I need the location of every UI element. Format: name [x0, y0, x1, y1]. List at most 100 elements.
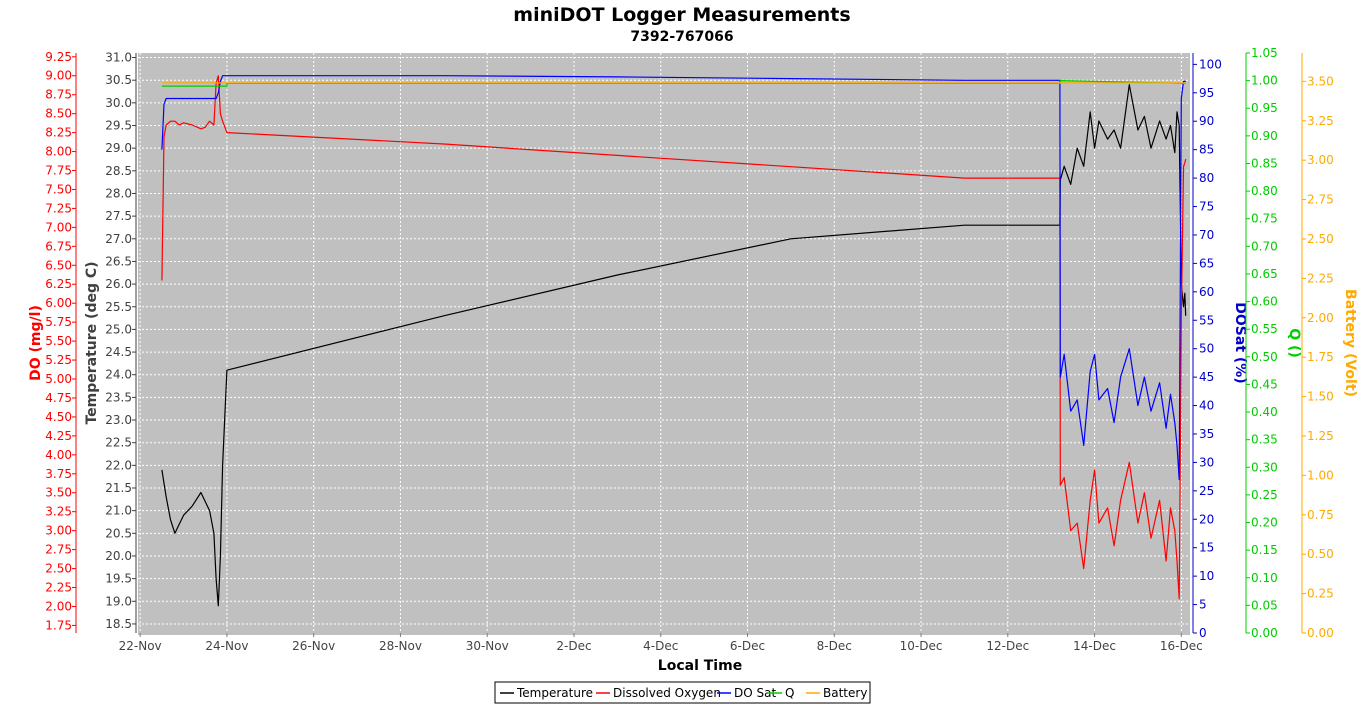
- do-tick-label: 6.00: [45, 296, 72, 310]
- dosat-tick-label: 15: [1199, 541, 1214, 555]
- battery-tick-label: 3.25: [1307, 114, 1334, 128]
- battery-tick-label: 0.50: [1307, 547, 1334, 561]
- battery-tick-label: 2.25: [1307, 271, 1334, 285]
- dosat-tick-label: 80: [1199, 171, 1214, 185]
- x-tick-label: 4-Dec: [643, 639, 678, 653]
- temp-tick-label: 20.5: [105, 526, 132, 540]
- temp-tick-label: 31.0: [105, 51, 132, 65]
- temp-tick-label: 30.5: [105, 73, 132, 87]
- series-line-do-sat: [161, 75, 1186, 481]
- dosat-tick-label: 55: [1199, 313, 1214, 327]
- temp-tick-label: 23.0: [105, 413, 132, 427]
- q-tick-label: 0.45: [1251, 377, 1278, 391]
- x-tick-label: 26-Nov: [292, 639, 335, 653]
- grid: [138, 53, 1190, 633]
- temp-axis-title: Temperature (deg C): [84, 261, 100, 424]
- q-tick-label: 0.30: [1251, 460, 1278, 474]
- do-tick-label: 2.75: [45, 543, 72, 557]
- dosat-tick-label: 0: [1199, 626, 1207, 640]
- temp-tick-label: 18.5: [105, 617, 132, 631]
- x-tick-label: 12-Dec: [986, 639, 1029, 653]
- dosat-tick-label: 45: [1199, 370, 1214, 384]
- do-tick-label: 7.75: [45, 164, 72, 178]
- chart-subtitle: 7392-767066: [630, 29, 733, 45]
- q-tick-label: 0.60: [1251, 295, 1278, 309]
- battery-tick-label: 1.00: [1307, 468, 1334, 482]
- do-tick-label: 4.50: [45, 410, 72, 424]
- temp-tick-label: 19.0: [105, 594, 132, 608]
- do-tick-label: 1.75: [45, 618, 72, 632]
- dosat-tick-label: 70: [1199, 228, 1214, 242]
- legend-label: Battery: [823, 686, 867, 700]
- q-tick-label: 0.25: [1251, 488, 1278, 502]
- temp-tick-label: 20.0: [105, 549, 132, 563]
- legend-label: Q: [785, 686, 794, 700]
- temp-tick-label: 28.0: [105, 186, 132, 200]
- x-tick-label: 24-Nov: [205, 639, 248, 653]
- do-tick-label: 3.00: [45, 524, 72, 538]
- x-tick-label: 8-Dec: [817, 639, 852, 653]
- do-tick-label: 5.50: [45, 334, 72, 348]
- temp-tick-label: 27.0: [105, 232, 132, 246]
- dosat-tick-label: 85: [1199, 143, 1214, 157]
- q-tick-label: 0.75: [1251, 212, 1278, 226]
- dosat-tick-label: 95: [1199, 86, 1214, 100]
- q-tick-label: 0.65: [1251, 267, 1278, 281]
- do-tick-label: 3.25: [45, 505, 72, 519]
- q-tick-label: 0.40: [1251, 405, 1278, 419]
- temp-tick-label: 25.5: [105, 300, 132, 314]
- battery-tick-label: 0.75: [1307, 508, 1334, 522]
- temp-tick-label: 21.0: [105, 504, 132, 518]
- battery-tick-label: 2.00: [1307, 311, 1334, 325]
- q-tick-label: 0.35: [1251, 433, 1278, 447]
- legend-label: Dissolved Oxygen: [613, 686, 721, 700]
- dosat-tick-label: 30: [1199, 455, 1214, 469]
- x-axis-label: Local Time: [658, 658, 742, 674]
- do-tick-label: 6.25: [45, 277, 72, 291]
- temp-tick-label: 22.5: [105, 436, 132, 450]
- dosat-tick-label: 50: [1199, 342, 1214, 356]
- do-tick-label: 6.75: [45, 239, 72, 253]
- x-tick-label: 16-Dec: [1160, 639, 1203, 653]
- x-tick-label: 10-Dec: [900, 639, 943, 653]
- q-tick-label: 0.10: [1251, 571, 1278, 585]
- x-tick-label: 28-Nov: [379, 639, 422, 653]
- temp-tick-label: 24.5: [105, 345, 132, 359]
- axes: 22-Nov 24-Nov 26-Nov 28-Nov 30-Nov 2-Dec 4-Dec…: [28, 46, 1358, 653]
- q-tick-label: 0.90: [1251, 129, 1278, 143]
- dosat-tick-label: 100: [1199, 57, 1222, 71]
- q-tick-label: 0.80: [1251, 184, 1278, 198]
- battery-tick-label: 3.00: [1307, 153, 1334, 167]
- plot-area: [138, 53, 1190, 633]
- temp-tick-label: 30.0: [105, 96, 132, 110]
- x-tick-label: 22-Nov: [119, 639, 162, 653]
- do-tick-label: 7.50: [45, 182, 72, 196]
- x-tick-label: 6-Dec: [730, 639, 765, 653]
- series-line-temperature: [161, 84, 1187, 607]
- dosat-tick-label: 20: [1199, 512, 1214, 526]
- q-tick-label: 0.00: [1251, 626, 1278, 640]
- do-tick-label: 8.50: [45, 107, 72, 121]
- do-tick-label: 8.75: [45, 88, 72, 102]
- dosat-tick-label: 35: [1199, 427, 1214, 441]
- do-tick-label: 7.25: [45, 201, 72, 215]
- battery-tick-label: 0.00: [1307, 626, 1334, 640]
- do-tick-label: 2.50: [45, 562, 72, 576]
- battery-tick-label: 1.25: [1307, 429, 1334, 443]
- do-tick-label: 4.75: [45, 391, 72, 405]
- temp-tick-label: 25.0: [105, 322, 132, 336]
- do-tick-label: 3.50: [45, 486, 72, 500]
- dosat-tick-label: 40: [1199, 399, 1214, 413]
- do-tick-label: 5.75: [45, 315, 72, 329]
- temp-tick-label: 26.5: [105, 254, 132, 268]
- q-tick-label: 0.50: [1251, 350, 1278, 364]
- dosat-tick-label: 75: [1199, 200, 1214, 214]
- temp-tick-label: 23.5: [105, 390, 132, 404]
- temp-tick-label: 29.0: [105, 141, 132, 155]
- battery-axis-title: Battery (Volt): [1342, 289, 1358, 397]
- q-tick-label: 1.05: [1251, 46, 1278, 60]
- temp-tick-label: 27.5: [105, 209, 132, 223]
- q-tick-label: 0.70: [1251, 239, 1278, 253]
- q-tick-label: 1.00: [1251, 74, 1278, 88]
- q-tick-label: 0.85: [1251, 156, 1278, 170]
